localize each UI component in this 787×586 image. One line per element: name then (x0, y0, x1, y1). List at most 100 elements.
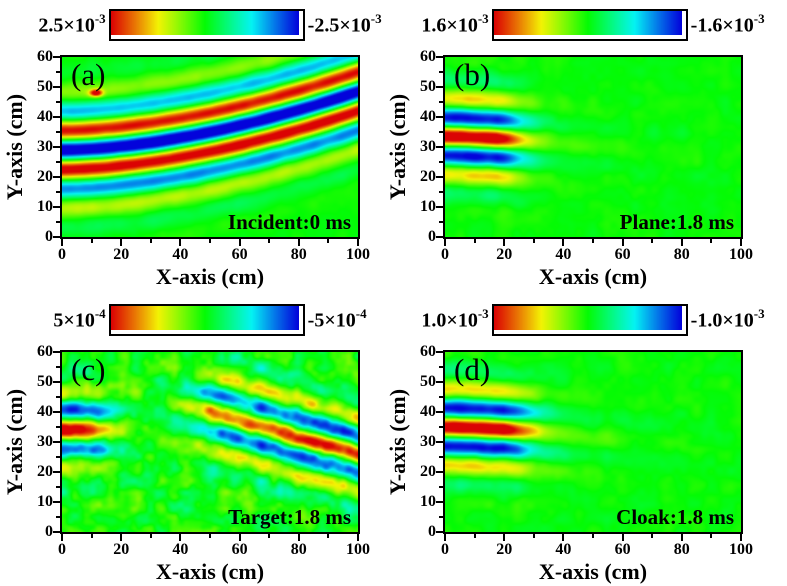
panel-d-x-axis-title: X-axis (cm) (538, 559, 648, 584)
x-tick-label: 100 (729, 246, 753, 263)
y-tick (53, 351, 62, 353)
y-tick-label: 30 (37, 433, 53, 450)
y-tick (436, 501, 445, 503)
colorbar-a-min-label: -2.5×10-3 (307, 11, 382, 38)
colorbar-d-min-label: -1.0×10-3 (691, 306, 765, 333)
x-tick (120, 532, 123, 541)
x-tick-label: 20 (496, 541, 513, 558)
x-tick (651, 532, 654, 538)
y-tick-label: 60 (37, 343, 53, 360)
plot-d: (d) Cloak:1.8 ms X-axis (cm) Y-axis (cm)… (385, 343, 753, 584)
y-tick-label: 30 (420, 138, 436, 155)
x-tick-label: 60 (231, 541, 248, 558)
y-tick (436, 116, 445, 118)
y-tick-label: 20 (37, 168, 53, 185)
x-tick (327, 237, 330, 243)
plot-a: (a) Incident:0 ms X-axis (cm) Y-axis (cm… (2, 48, 370, 289)
y-tick-label: 50 (37, 78, 53, 95)
panel-b-letter: (b) (454, 57, 491, 92)
y-tick (439, 161, 445, 163)
colorbar-d-min-exponent: -3 (753, 306, 765, 322)
panel-d-y-axis-title: Y-axis (cm) (385, 388, 410, 496)
x-tick (621, 237, 624, 246)
x-tick (680, 532, 683, 541)
heatmap-canvas-c (62, 352, 358, 532)
y-tick (436, 471, 445, 473)
y-tick-label: 10 (37, 198, 53, 215)
y-tick-label: 40 (37, 108, 53, 125)
y-tick-label: 60 (420, 48, 436, 65)
y-tick (56, 221, 62, 223)
panel-c-y-axis-title: Y-axis (cm) (2, 388, 27, 496)
colorbar-d-gradient-frame (491, 304, 688, 336)
panel-c-x-axis-title: X-axis (cm) (155, 559, 265, 584)
x-tick (61, 532, 63, 541)
y-tick (53, 471, 62, 473)
y-tick (436, 531, 445, 533)
x-tick (651, 237, 654, 243)
x-tick (297, 532, 300, 541)
y-tick (56, 71, 62, 73)
y-tick (436, 176, 445, 178)
colorbar-gradient-a (110, 11, 299, 35)
y-tick (439, 191, 445, 193)
y-tick (56, 191, 62, 193)
x-tick (710, 532, 713, 538)
colorbar-b-max-exponent: -3 (477, 11, 489, 27)
x-tick-label: 40 (555, 541, 572, 558)
y-tick (53, 236, 62, 238)
x-tick (357, 237, 359, 246)
y-tick-label: 0 (428, 523, 436, 540)
x-tick (503, 532, 506, 541)
y-tick-label: 50 (37, 373, 53, 390)
y-tick-label: 40 (420, 108, 436, 125)
x-tick-label: 0 (441, 246, 449, 263)
panel-a: 2.5×10-3 -2.5×10-3 (a) Incident:0 ms X-a… (0, 0, 404, 293)
colorbar-b-min-label: -1.6×10-3 (691, 11, 765, 38)
x-tick-label: 60 (614, 246, 631, 263)
colorbar-c-min-label: -5×10-4 (308, 306, 367, 333)
y-tick (53, 86, 62, 88)
x-tick (592, 532, 594, 538)
x-tick (503, 237, 506, 246)
y-tick (53, 176, 62, 178)
y-tick (56, 396, 62, 398)
y-tick (439, 516, 445, 518)
x-tick (297, 237, 300, 246)
x-tick-label: 100 (346, 541, 370, 558)
y-tick-label: 60 (37, 48, 53, 65)
colorbar-a-min-mantissa: -2.5×10 (307, 14, 371, 37)
y-tick (56, 456, 62, 458)
y-tick-label: 20 (37, 463, 53, 480)
x-tick-label: 60 (614, 541, 631, 558)
y-tick-label: 10 (37, 493, 53, 510)
y-tick-label: 10 (420, 493, 436, 510)
x-tick-label: 80 (673, 541, 690, 558)
y-tick (53, 411, 62, 413)
y-tick (436, 351, 445, 353)
x-tick (473, 237, 476, 243)
y-tick-label: 20 (420, 463, 436, 480)
x-tick (268, 532, 271, 538)
colorbar-a-max-mantissa: 2.5×10 (38, 14, 95, 37)
x-tick-label: 60 (231, 246, 248, 263)
x-tick-label: 80 (290, 541, 307, 558)
x-tick (740, 532, 742, 541)
colorbar-d-max-mantissa: 1.0×10 (421, 309, 478, 332)
colorbar-c-gradient-frame (108, 304, 305, 336)
y-tick (439, 486, 445, 488)
colorbar-gradient-b (493, 11, 682, 35)
colorbar-gradient-d (493, 306, 682, 330)
colorbar-b-gradient-frame (491, 9, 688, 41)
y-tick (53, 116, 62, 118)
colorbar-b: 1.6×10-3 -1.6×10-3 (421, 8, 765, 42)
panel-b: 1.6×10-3 -1.6×10-3 (b) Plane:1.8 ms X-ax… (383, 0, 787, 293)
panel-a-letter: (a) (71, 57, 106, 92)
y-tick (436, 411, 445, 413)
x-tick (532, 532, 535, 538)
x-tick (740, 237, 742, 246)
colorbar-a-max-label: 2.5×10-3 (38, 11, 105, 38)
x-tick-label: 80 (673, 246, 690, 263)
y-tick (439, 221, 445, 223)
x-tick (710, 237, 713, 243)
